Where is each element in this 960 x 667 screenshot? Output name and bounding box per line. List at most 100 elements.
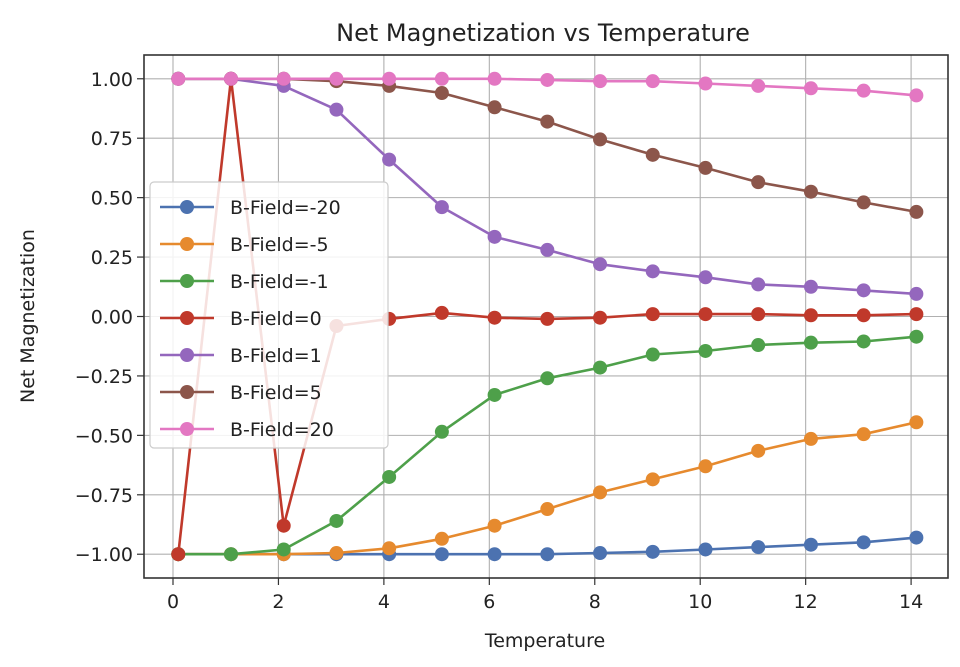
y-tick-label: −0.75 bbox=[75, 485, 133, 507]
data-point bbox=[487, 229, 502, 244]
data-point bbox=[171, 71, 186, 86]
data-point bbox=[593, 74, 608, 89]
y-tick-label: −0.50 bbox=[75, 425, 133, 447]
legend-marker bbox=[180, 237, 194, 251]
data-point bbox=[909, 530, 924, 545]
y-tick-label: 0.00 bbox=[91, 307, 133, 329]
data-point bbox=[276, 518, 291, 533]
data-point bbox=[909, 204, 924, 219]
data-point bbox=[645, 147, 660, 162]
data-point bbox=[751, 78, 766, 93]
data-point bbox=[329, 102, 344, 117]
data-point bbox=[487, 547, 502, 562]
legend-label: B-Field=-20 bbox=[230, 197, 341, 219]
legend-marker bbox=[180, 348, 194, 362]
data-point bbox=[909, 415, 924, 430]
data-point bbox=[329, 546, 344, 561]
data-point bbox=[645, 264, 660, 279]
data-point bbox=[593, 546, 608, 561]
data-point bbox=[487, 71, 502, 86]
x-tick-label: 8 bbox=[589, 591, 601, 613]
data-point bbox=[856, 334, 871, 349]
x-axis-label: Temperature bbox=[484, 630, 605, 652]
legend-marker bbox=[180, 311, 194, 325]
y-tick-label: 0.50 bbox=[91, 188, 133, 210]
legend-marker bbox=[180, 385, 194, 399]
data-point bbox=[803, 335, 818, 350]
y-tick-label: 1.00 bbox=[91, 69, 133, 91]
data-point bbox=[434, 424, 449, 439]
x-tick-label: 14 bbox=[899, 591, 923, 613]
y-axis-label: Net Magnetization bbox=[17, 229, 39, 403]
axis-ticks: 0 2 4 6 8 10 12 14 −1.00 −0.75 −0.50 −0.25 0.00 0.25 0… bbox=[75, 69, 923, 613]
data-point bbox=[645, 347, 660, 362]
data-point bbox=[856, 535, 871, 550]
legend-label: B-Field=-5 bbox=[230, 234, 329, 256]
data-point bbox=[751, 307, 766, 322]
data-point bbox=[540, 72, 555, 87]
x-tick-label: 12 bbox=[794, 591, 818, 613]
legend-box bbox=[149, 181, 389, 449]
data-point bbox=[382, 152, 397, 167]
data-point bbox=[540, 114, 555, 129]
data-point bbox=[593, 310, 608, 325]
legend-marker bbox=[180, 422, 194, 436]
data-point bbox=[593, 257, 608, 272]
y-tick-label: −1.00 bbox=[75, 544, 133, 566]
data-point bbox=[223, 547, 238, 562]
data-point bbox=[434, 200, 449, 215]
data-point bbox=[382, 469, 397, 484]
data-point bbox=[434, 86, 449, 101]
y-tick-label: 0.25 bbox=[91, 247, 133, 269]
data-point bbox=[382, 541, 397, 556]
data-point bbox=[909, 88, 924, 103]
data-point bbox=[434, 71, 449, 86]
data-point bbox=[803, 279, 818, 294]
data-point bbox=[645, 544, 660, 559]
data-point bbox=[645, 472, 660, 487]
x-tick-label: 4 bbox=[378, 591, 390, 613]
data-point bbox=[382, 71, 397, 86]
data-point bbox=[803, 308, 818, 323]
legend-label: B-Field=5 bbox=[230, 382, 322, 404]
x-tick-label: 0 bbox=[167, 591, 179, 613]
data-point bbox=[698, 343, 713, 358]
data-point bbox=[645, 307, 660, 322]
data-point bbox=[593, 360, 608, 375]
data-point bbox=[856, 283, 871, 298]
data-point bbox=[856, 83, 871, 98]
data-point bbox=[434, 531, 449, 546]
data-point bbox=[856, 427, 871, 442]
data-point bbox=[909, 329, 924, 344]
legend-marker bbox=[180, 200, 194, 214]
data-point bbox=[593, 132, 608, 147]
legend-label: B-Field=1 bbox=[230, 345, 322, 367]
data-point bbox=[803, 431, 818, 446]
data-point bbox=[540, 311, 555, 326]
data-point bbox=[751, 338, 766, 353]
data-point bbox=[487, 310, 502, 325]
data-point bbox=[276, 71, 291, 86]
y-tick-label: −0.25 bbox=[75, 366, 133, 388]
data-point bbox=[803, 184, 818, 199]
data-point bbox=[751, 540, 766, 555]
data-point bbox=[751, 443, 766, 458]
x-tick-label: 6 bbox=[483, 591, 495, 613]
legend-label: B-Field=0 bbox=[230, 308, 322, 330]
legend-marker bbox=[180, 274, 194, 288]
data-point bbox=[909, 307, 924, 322]
data-point bbox=[803, 81, 818, 96]
data-point bbox=[698, 270, 713, 285]
chart-title: Net Magnetization vs Temperature bbox=[336, 19, 750, 47]
data-point bbox=[698, 307, 713, 322]
data-point bbox=[856, 308, 871, 323]
legend: B-Field=-20 B-Field=-5 B-Field=-1 B-Field=0… bbox=[149, 181, 389, 449]
series-group bbox=[171, 71, 924, 562]
data-point bbox=[487, 100, 502, 115]
data-point bbox=[329, 71, 344, 86]
x-tick-label: 2 bbox=[272, 591, 284, 613]
legend-label: B-Field=20 bbox=[230, 419, 334, 441]
data-point bbox=[751, 175, 766, 190]
y-tick-label: 0.75 bbox=[91, 128, 133, 150]
